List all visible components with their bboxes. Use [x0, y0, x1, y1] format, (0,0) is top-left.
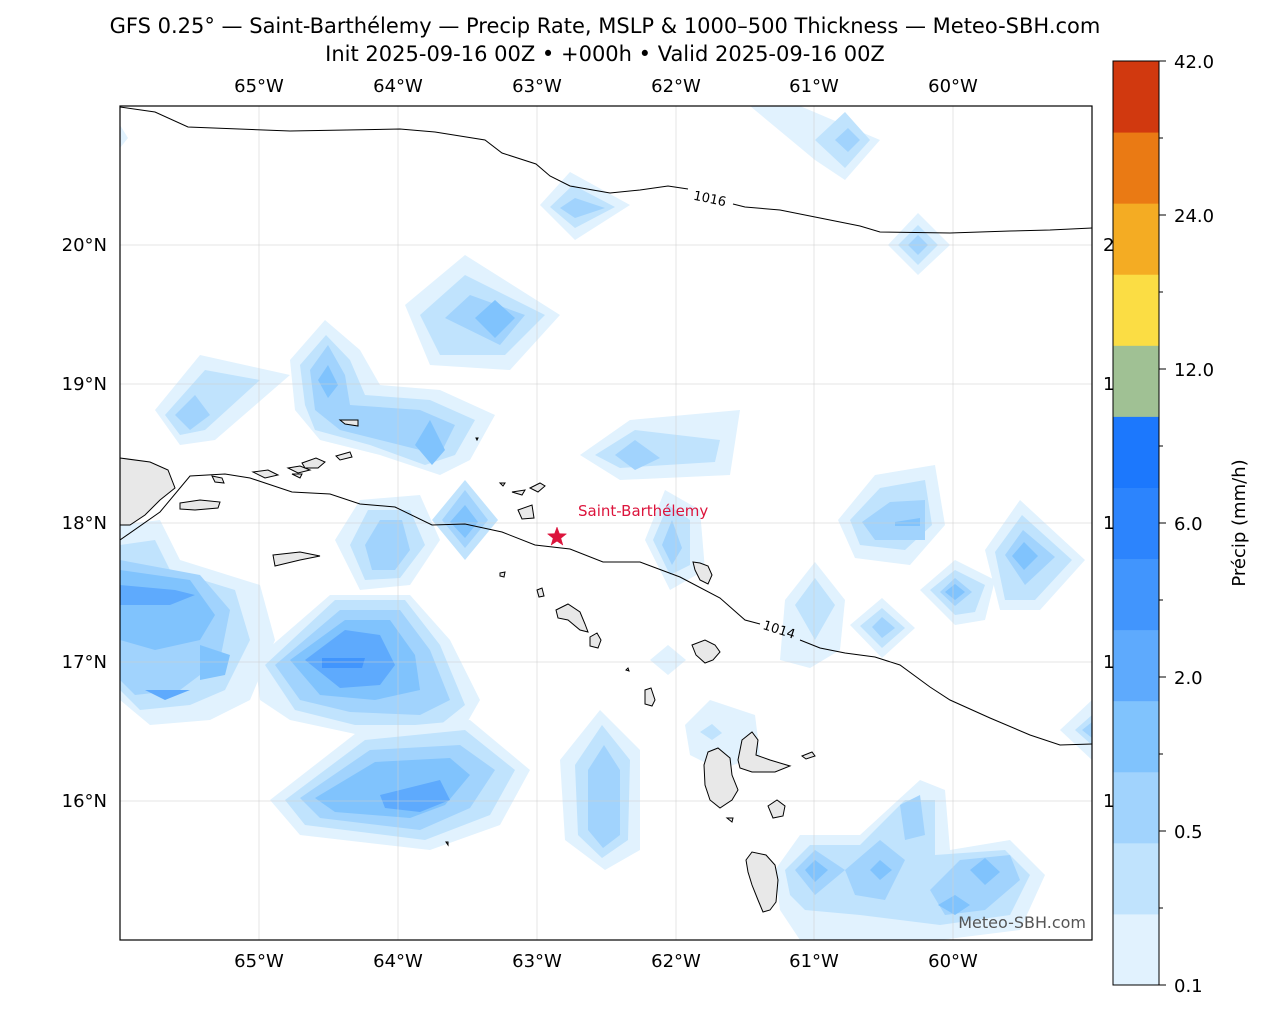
- precip-cell: [335, 495, 440, 590]
- isobar-label-1016: 1016: [692, 189, 727, 211]
- precip-cell: [560, 710, 640, 870]
- colorbar-segment: [1113, 629, 1159, 702]
- colorbar-tick-label: 2.0: [1174, 668, 1203, 689]
- precip-cell: [750, 106, 880, 180]
- colorbar-segment: [1113, 842, 1159, 915]
- lon-label: 63°W: [512, 76, 562, 97]
- colorbar-segment: [1113, 345, 1159, 417]
- colorbar-segment: [1113, 274, 1159, 346]
- colorbar-segment: [1113, 487, 1159, 560]
- colorbar-segment: [1113, 913, 1159, 986]
- coastlines: [120, 419, 816, 913]
- lon-labels-top: 65°W 64°W 63°W 62°W 61°W 60°W: [234, 76, 978, 97]
- lon-label: 65°W: [234, 76, 284, 97]
- colorbar-segment: [1113, 558, 1159, 631]
- precip-cell: [580, 410, 740, 480]
- colorbar-segment: [1113, 132, 1159, 204]
- precip-cell: [432, 480, 498, 560]
- precip-cell: [120, 520, 275, 725]
- precip-field: [120, 106, 1092, 940]
- lon-label: 63°W: [512, 951, 562, 972]
- lon-label: 60°W: [928, 76, 978, 97]
- lat-label: 18°N: [62, 513, 107, 534]
- lon-label: 62°W: [651, 951, 701, 972]
- colorbar-segment: [1113, 771, 1159, 844]
- island-st-kitts-nevis: [555, 603, 589, 633]
- precip-cell: [405, 255, 560, 370]
- precip-cell: [888, 213, 950, 275]
- lat-label: 16°N: [62, 791, 107, 812]
- lon-label: 61°W: [789, 951, 839, 972]
- precip-cell: [155, 355, 290, 445]
- lon-label: 64°W: [373, 951, 423, 972]
- precip-cell: [775, 780, 1045, 940]
- precip-cell: [1060, 700, 1092, 760]
- location-marker-star: [546, 526, 568, 546]
- figure-subtitle: Init 2025-09-16 00Z • +000h • Valid 2025…: [325, 42, 885, 66]
- lon-labels-bottom: 65°W 64°W 63°W 62°W 61°W 60°W: [234, 951, 978, 972]
- lat-labels-left: 20°N 19°N 18°N 17°N 16°N: [62, 235, 107, 812]
- island-guadeloupe-grande-terre: [737, 731, 792, 773]
- map-frame: [119, 105, 1093, 941]
- precip-cell: [920, 560, 995, 625]
- precip-cell: [645, 490, 705, 590]
- island-dominica: [745, 851, 779, 913]
- island-vieques: [179, 499, 221, 511]
- isobar-1016: [120, 106, 689, 194]
- island-anguilla-st-martin: [517, 504, 535, 520]
- isobar-1014: [120, 473, 761, 625]
- colorbar-tick-label: 42.0: [1174, 52, 1214, 73]
- colorbar-tick-label: 6.0: [1174, 514, 1203, 535]
- lon-label: 61°W: [789, 76, 839, 97]
- colorbar-segment: [1113, 416, 1159, 488]
- island-antigua: [691, 639, 721, 664]
- colorbar-tick-label: 12.0: [1174, 360, 1214, 381]
- precip-cell: [985, 500, 1085, 610]
- precip-cell: [290, 320, 495, 475]
- colorbar-label: Précip (mm/h): [1229, 459, 1250, 586]
- colorbar-tick-labels: 42.0 24.0 12.0 6.0 2.0 0.5 0.1: [1174, 52, 1214, 997]
- island-guadeloupe-basse-terre: [703, 747, 739, 809]
- colorbar-ticks: [1159, 60, 1166, 986]
- graticule: [120, 106, 1092, 940]
- island-anegada: [338, 419, 359, 427]
- lat-label: 19°N: [62, 374, 107, 395]
- watermark: Meteo-SBH.com: [958, 913, 1086, 932]
- colorbar-tick-label: 24.0: [1174, 206, 1214, 227]
- lon-label: 60°W: [928, 951, 978, 972]
- precip-cell: [850, 598, 915, 658]
- colorbar-tick-label: 0.1: [1174, 976, 1203, 997]
- lat-label: 17°N: [62, 652, 107, 673]
- figure-title: GFS 0.25° — Saint-Barthélemy — Precip Ra…: [109, 14, 1101, 38]
- colorbar-segment: [1113, 61, 1159, 133]
- precip-cell: [650, 645, 686, 675]
- isobars: [120, 106, 1092, 746]
- lon-label: 64°W: [373, 76, 423, 97]
- precip-cell: [780, 562, 845, 668]
- island-puerto-rico: [120, 457, 176, 526]
- island-montserrat: [644, 687, 656, 707]
- lon-label: 65°W: [234, 951, 284, 972]
- precip-cell: [120, 125, 128, 148]
- lat-label: 20°N: [62, 235, 107, 256]
- colorbar-tick-label: 0.5: [1174, 822, 1203, 843]
- colorbar: [1113, 61, 1159, 986]
- precip-cell: [838, 465, 945, 565]
- precip-cell: [540, 172, 630, 240]
- island-st-croix: [272, 551, 321, 567]
- island-marie-galante: [767, 799, 786, 819]
- precip-cell: [270, 720, 530, 850]
- colorbar-segment: [1113, 203, 1159, 275]
- precip-cell: [255, 595, 480, 735]
- location-label: Saint-Barthélemy: [578, 502, 708, 520]
- colorbar-segment: [1113, 700, 1159, 773]
- island-barbuda: [692, 561, 713, 585]
- lon-label: 62°W: [651, 76, 701, 97]
